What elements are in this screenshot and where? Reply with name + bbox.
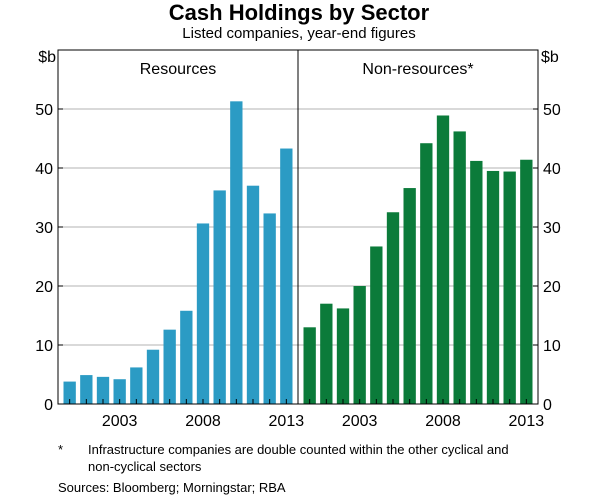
bar [263, 213, 276, 404]
x-tick-label: 2013 [269, 413, 305, 430]
bar [130, 367, 143, 404]
bar [246, 185, 260, 404]
bar [486, 170, 500, 404]
bar [113, 379, 126, 404]
bar [386, 212, 400, 404]
bar [453, 131, 466, 405]
bar [470, 160, 483, 404]
x-tick-label: 2003 [342, 413, 378, 430]
y-tick-label-right: 50 [543, 102, 561, 119]
y-unit-label-right: $b [541, 49, 559, 66]
bar [146, 349, 160, 404]
bar [303, 327, 316, 404]
y-tick-label-left: 50 [35, 102, 53, 119]
y-tick-label-right: 10 [543, 338, 561, 355]
bar [336, 308, 350, 404]
x-tick-label: 2013 [509, 413, 545, 430]
bar [213, 190, 226, 404]
sources-note: Sources: Bloomberg; Morningstar; RBA [58, 480, 286, 495]
footnote: * Infrastructure companies are double co… [58, 441, 538, 475]
bar [520, 159, 533, 404]
bar [230, 101, 243, 404]
bar [320, 303, 333, 404]
footnote-text: Infrastructure companies are double coun… [88, 442, 509, 474]
y-tick-label-right: 40 [543, 161, 561, 178]
y-tick-label-left: 20 [35, 279, 53, 296]
bar [403, 188, 416, 404]
chart-title: Cash Holdings by Sector [168, 0, 430, 25]
x-tick-label: 2008 [185, 413, 221, 430]
panel-title: Resources [140, 61, 216, 78]
bar [63, 381, 76, 404]
y-tick-label-left: 0 [44, 397, 53, 414]
y-unit-label-left: $b [38, 49, 56, 66]
bar [353, 286, 366, 404]
bar [436, 115, 450, 405]
bar [163, 329, 176, 404]
bar [370, 246, 383, 404]
y-tick-label-right: 30 [543, 220, 561, 237]
axis-labels: 0 0 10 10 20 20 30 30 40 40 50 50 $b $b Resources 2003 2… [35, 49, 561, 430]
panel-title: Non-resources* [362, 61, 473, 78]
footnote-marker: * [58, 442, 64, 457]
bar [180, 310, 193, 404]
y-tick-label-left: 10 [35, 338, 53, 355]
chart-subtitle: Listed companies, year-end figures [182, 25, 416, 42]
bar [280, 148, 293, 404]
bar [196, 223, 210, 404]
bars [63, 101, 533, 405]
bar [420, 143, 433, 404]
bar [80, 375, 93, 404]
x-tick-label: 2008 [425, 413, 461, 430]
bar [503, 171, 516, 404]
x-tick-label: 2003 [102, 413, 138, 430]
y-tick-label-left: 40 [35, 161, 53, 178]
y-tick-label-right: 20 [543, 279, 561, 296]
axis-ticks [58, 108, 538, 405]
y-tick-label-right: 0 [543, 397, 552, 414]
y-tick-label-left: 30 [35, 220, 53, 237]
bar [96, 376, 110, 404]
